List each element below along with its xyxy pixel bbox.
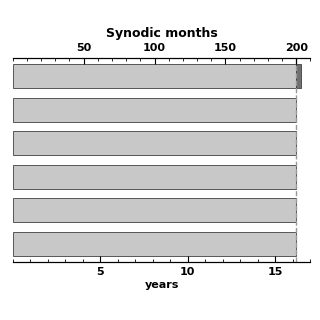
Bar (13, 131, 296, 155)
Bar (13, 165, 296, 189)
Bar (13, 232, 296, 256)
Bar (13, 98, 296, 122)
Bar (296, 64, 301, 88)
Bar (13, 198, 296, 222)
X-axis label: years: years (144, 280, 179, 290)
X-axis label: Synodic months: Synodic months (106, 27, 218, 40)
Bar (13, 64, 296, 88)
